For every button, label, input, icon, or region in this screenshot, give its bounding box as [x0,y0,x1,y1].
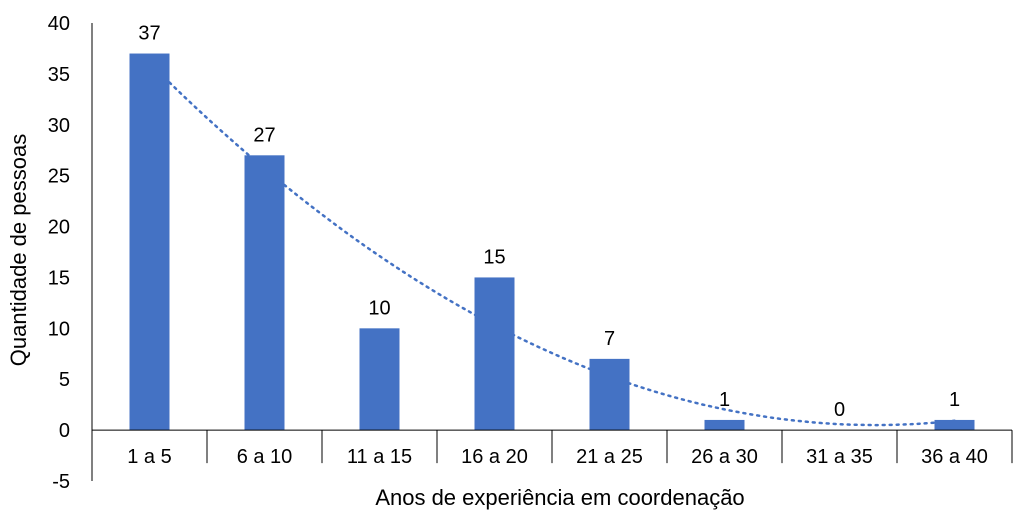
x-tick-label: 31 a 35 [806,446,873,468]
y-tick-label: 20 [48,217,70,239]
y-axis-title: Quantidade de pessoas [6,134,31,366]
y-tick-label: 10 [48,318,70,340]
data-label: 37 [138,23,160,45]
bar [934,419,975,431]
bar [589,358,630,431]
y-tick-label: 0 [59,420,70,442]
data-label: 1 [719,389,730,411]
x-tick-label: 26 a 30 [691,446,758,468]
y-tick-label: 30 [48,115,70,137]
data-label: 10 [368,297,390,319]
x-axis-title: Anos de experiência em coordenação [375,485,744,510]
bar [359,328,400,431]
data-label: 1 [949,389,960,411]
x-tick-label: 1 a 5 [127,446,171,468]
data-label: 0 [834,399,845,421]
bar [244,155,285,431]
bars-layer [129,53,975,431]
x-tick-label: 6 a 10 [237,446,293,468]
x-tick-label: 36 a 40 [921,446,988,468]
data-label: 15 [483,246,505,268]
bar [474,277,515,431]
x-tick-label: 11 a 15 [347,446,412,468]
y-tick-label: 40 [48,13,70,35]
x-tick-label: 21 a 25 [576,446,643,468]
bar [704,419,745,431]
data-label: 7 [604,328,615,350]
x-tick-label: 16 a 20 [461,446,528,468]
data-label: 27 [253,124,275,146]
y-tick-label: 15 [48,267,70,289]
y-tick-label: 5 [59,369,70,391]
y-tick-label: 25 [48,166,70,188]
y-tick-label: 35 [48,64,70,86]
bar [129,53,170,431]
y-tick-label: -5 [52,471,70,493]
